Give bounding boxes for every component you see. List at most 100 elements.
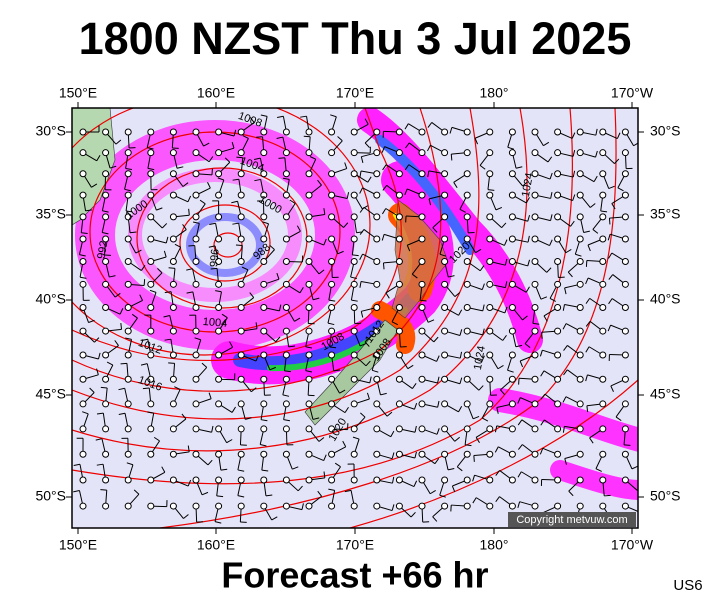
wind-barb-feather (255, 322, 258, 329)
station (373, 170, 381, 178)
station (147, 400, 155, 408)
station (260, 450, 268, 458)
station (282, 213, 290, 221)
wind-barb-feather (79, 254, 86, 257)
wind-barb-feather (81, 232, 88, 234)
station (124, 213, 132, 221)
station (192, 450, 200, 458)
wind-barb-feather (595, 468, 602, 472)
wind-barb-feather (475, 437, 480, 444)
station (282, 170, 290, 178)
latitude-label-right: 30°S (650, 123, 681, 139)
wind-barb-feather (550, 192, 553, 199)
station (124, 128, 132, 136)
wind-barb-feather (360, 311, 364, 318)
station (418, 257, 426, 265)
wind-barb-feather (568, 490, 574, 497)
wind-barb-feather (328, 488, 335, 491)
wind-barb-feather (517, 419, 523, 426)
station (192, 304, 200, 312)
station (395, 476, 403, 484)
wind-barb-feather (323, 454, 327, 461)
station (418, 425, 426, 433)
station (486, 425, 494, 433)
wind-barb-feather (201, 362, 208, 368)
station (531, 450, 539, 458)
station (531, 502, 539, 510)
wind-barb-feather (616, 132, 621, 139)
wind-barb-feather (459, 351, 463, 359)
station (328, 191, 336, 199)
wind-barb-feather (242, 135, 249, 139)
station (554, 304, 562, 312)
station (373, 327, 381, 335)
wind-barb-feather (432, 227, 438, 233)
station (576, 128, 584, 136)
wind-barb-feather (472, 415, 480, 420)
wind-barb-feather (640, 506, 643, 512)
station (463, 327, 471, 335)
wind-barb-feather (232, 178, 240, 181)
station (124, 191, 132, 199)
longitude-label-top: 170°W (611, 85, 654, 101)
wind-barb-feather (481, 283, 485, 290)
wind-barb-feather (245, 417, 252, 420)
wind-barb-feather (328, 299, 336, 302)
wind-barb-feather (604, 494, 611, 497)
wind-barb-feather (96, 463, 104, 466)
station (169, 425, 177, 433)
station (599, 476, 607, 484)
station (508, 375, 516, 383)
station (599, 450, 607, 458)
wind-barb-feather (73, 463, 81, 466)
wind-barb-feather (125, 167, 132, 171)
station (554, 425, 562, 433)
station (192, 235, 200, 243)
station (576, 235, 584, 243)
wind-barb-feather (82, 411, 89, 415)
wind-barb-feather (102, 210, 109, 213)
station (282, 128, 290, 136)
wind-barb-feather (434, 458, 440, 464)
wind-barb-feather (404, 123, 409, 130)
station (599, 327, 607, 335)
station (169, 149, 177, 157)
station (260, 257, 268, 265)
station (237, 191, 245, 199)
station (395, 257, 403, 265)
station (463, 425, 471, 433)
station (463, 304, 471, 312)
wind-barb-feather (564, 458, 567, 465)
wind-barb-feather (381, 234, 385, 241)
station (169, 235, 177, 243)
station (373, 351, 381, 359)
station (169, 257, 177, 265)
wind-barb-feather (299, 287, 304, 294)
station (508, 170, 516, 178)
wind-barb-feather (220, 468, 228, 471)
wind-barb-feather (359, 207, 365, 213)
station (395, 149, 403, 157)
wind-barb-feather (359, 229, 365, 235)
wind-barb-feather (527, 259, 531, 267)
station (102, 280, 110, 288)
wind-barb-feather (343, 222, 349, 228)
station (260, 476, 268, 484)
station (260, 375, 268, 383)
wind-barb-feather (226, 439, 233, 444)
wind-barb-feather (504, 258, 508, 266)
wind-barb-feather (312, 297, 320, 301)
wind-barb-feather (459, 208, 466, 213)
wind-barb-feather (153, 436, 160, 442)
station (395, 235, 403, 243)
wind-barb-feather (312, 417, 320, 420)
station (79, 375, 87, 383)
station (463, 170, 471, 178)
wind-barb-feather (344, 162, 348, 169)
station (621, 280, 629, 288)
station (260, 191, 268, 199)
station (554, 327, 562, 335)
station (486, 375, 494, 383)
station (531, 191, 539, 199)
station (599, 351, 607, 359)
